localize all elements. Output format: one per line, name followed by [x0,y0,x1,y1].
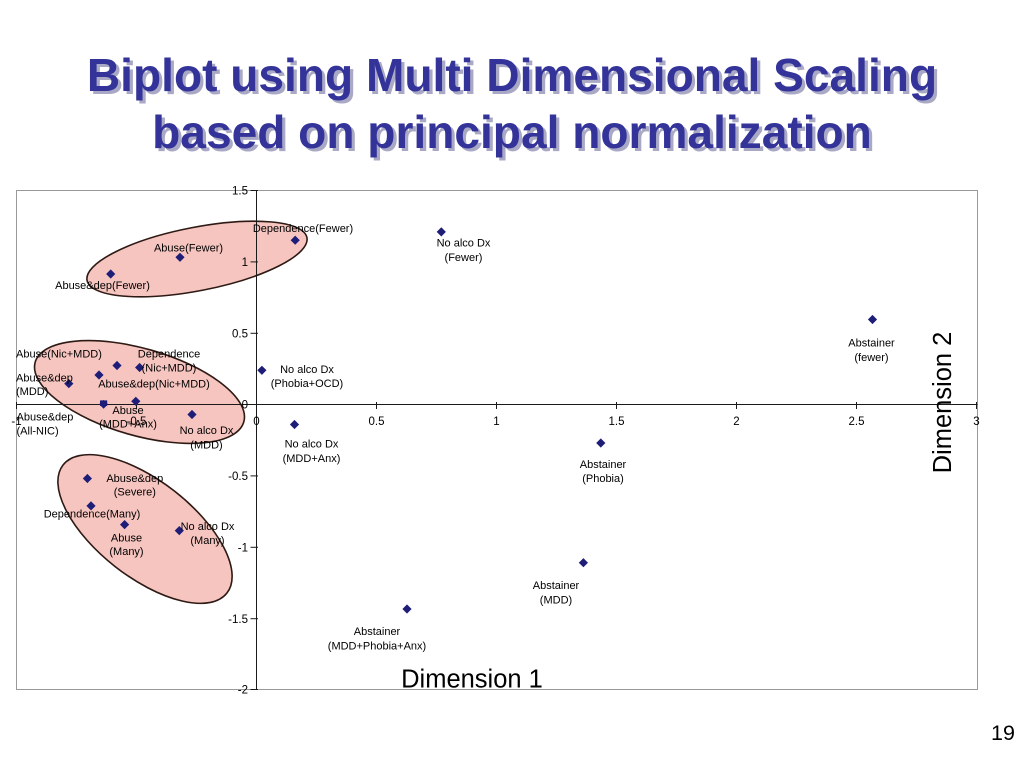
svg-text:Abuse&dep(Fewer): Abuse&dep(Fewer) [55,280,150,292]
svg-text:Dependence(Fewer): Dependence(Fewer) [253,223,353,235]
svg-text:-0.5: -0.5 [228,471,248,483]
svg-text:0.5: 0.5 [232,329,248,341]
svg-text:2.5: 2.5 [849,416,865,428]
svg-text:0.5: 0.5 [369,416,385,428]
svg-text:Abuse&dep(Nic+MDD): Abuse&dep(Nic+MDD) [98,379,210,391]
svg-text:(MDD+Phobia+Anx): (MDD+Phobia+Anx) [328,640,426,652]
svg-text:(Many): (Many) [190,535,224,547]
svg-text:(MDD): (MDD) [190,439,222,451]
svg-text:0: 0 [253,416,259,428]
svg-text:Abuse: Abuse [111,533,142,545]
svg-text:No alco Dx: No alco Dx [280,364,334,376]
svg-text:Abstainer: Abstainer [354,626,401,638]
svg-text:1.5: 1.5 [609,416,625,428]
svg-text:Dimension 2: Dimension 2 [929,332,957,474]
svg-text:(MDD): (MDD) [16,386,48,398]
svg-text:-1: -1 [11,416,21,428]
svg-text:(Phobia): (Phobia) [582,473,624,485]
svg-text:Dimension 1: Dimension 1 [401,666,543,694]
svg-text:Abuse&dep: Abuse&dep [106,473,163,485]
svg-text:(MDD): (MDD) [540,595,572,607]
svg-text:Dependence: Dependence [138,348,200,360]
svg-text:No alco Dx: No alco Dx [437,238,491,250]
svg-text:-0.5: -0.5 [127,416,147,428]
svg-text:Abuse&dep: Abuse&dep [16,372,73,384]
svg-text:1: 1 [493,416,499,428]
svg-text:-1.5: -1.5 [228,614,248,626]
svg-text:2: 2 [733,416,739,428]
svg-text:Dependence(Many): Dependence(Many) [44,509,141,521]
svg-text:No alco Dx: No alco Dx [180,425,234,437]
svg-text:Abuse(Fewer): Abuse(Fewer) [154,243,223,255]
svg-text:Abstainer: Abstainer [580,459,627,471]
svg-text:(Nic+MDD): (Nic+MDD) [142,363,197,375]
svg-text:(fewer): (fewer) [854,352,888,364]
svg-text:No alco Dx: No alco Dx [285,439,339,451]
svg-text:0: 0 [242,400,248,412]
svg-text:(Fewer): (Fewer) [445,252,483,264]
svg-text:(Phobia+OCD): (Phobia+OCD) [271,378,343,390]
svg-text:-1: -1 [238,543,248,555]
svg-text:(Severe): (Severe) [114,487,156,499]
svg-text:3: 3 [973,416,979,428]
svg-text:Abuse(Nic+MDD): Abuse(Nic+MDD) [16,348,102,360]
svg-text:(MDD+Anx): (MDD+Anx) [99,419,157,431]
svg-text:1.5: 1.5 [232,186,248,198]
svg-text:Abstainer: Abstainer [533,580,580,592]
svg-text:Abuse: Abuse [112,405,143,417]
svg-text:(MDD+Anx): (MDD+Anx) [283,453,341,465]
svg-text:-2: -2 [238,685,248,697]
svg-text:(All-NIC): (All-NIC) [17,426,59,438]
svg-text:Abuse&dep: Abuse&dep [17,412,74,424]
svg-text:(Many): (Many) [109,546,143,558]
svg-text:Abstainer: Abstainer [848,338,895,350]
svg-text:1: 1 [242,257,248,269]
svg-text:No alco Dx: No alco Dx [181,521,235,533]
svg-text:19: 19 [991,721,1015,745]
